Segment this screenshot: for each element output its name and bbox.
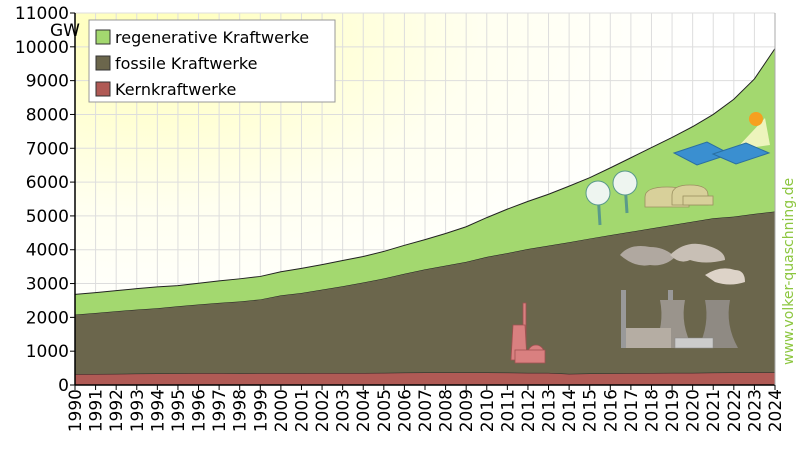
- area-outline: [74, 211, 776, 316]
- x-tick-label: 2004: [354, 389, 374, 432]
- y-tick-label: 3000: [26, 275, 69, 295]
- y-tick-label: 5000: [26, 207, 69, 227]
- x-tick-label: 1996: [190, 389, 210, 432]
- x-tick-label: 2011: [498, 389, 518, 432]
- wind-turbines-icon: [585, 170, 638, 226]
- x-tick-label: 2021: [704, 389, 724, 432]
- x-tick-label: 2016: [601, 389, 621, 432]
- x-tick-label: 2005: [375, 389, 395, 432]
- x-tick-label: 2002: [313, 389, 333, 432]
- x-tick-label: 1991: [87, 389, 107, 432]
- y-tick-label: 8000: [26, 105, 69, 125]
- watermark: www.volker-quaschning.de: [781, 178, 797, 365]
- legend-label: fossile Kraftwerke: [115, 54, 257, 73]
- legend-label: regenerative Kraftwerke: [115, 28, 309, 47]
- x-tick-label: 2010: [478, 389, 498, 432]
- x-tick-label: 2019: [663, 389, 683, 432]
- x-tick-label: 1995: [169, 389, 189, 432]
- legend-label: Kernkraftwerke: [115, 80, 236, 99]
- x-tick-label: 2024: [766, 389, 786, 432]
- x-tick-label: 2014: [560, 389, 580, 432]
- x-tick-label: 2020: [684, 389, 704, 432]
- legend-box: [88, 19, 336, 103]
- y-tick-label: 2000: [26, 308, 69, 328]
- legend: regenerative Kraftwerke fossile Kraftwerk…: [88, 19, 336, 103]
- x-tick-label: 2018: [642, 389, 662, 432]
- x-tick-label: 1994: [148, 389, 168, 432]
- legend-swatch: [95, 55, 111, 71]
- y-tick-label: 4000: [26, 241, 69, 261]
- x-tick-label: 2008: [437, 389, 457, 432]
- solar-panels-icon: [672, 112, 771, 166]
- legend-swatch: [95, 81, 111, 97]
- x-tick-label: 2022: [725, 389, 745, 432]
- y-tick-label: 11000: [15, 4, 69, 24]
- x-tick-label: 2012: [519, 389, 539, 432]
- illustrations: [510, 112, 771, 364]
- nuclear-power-plant-icon: [510, 302, 546, 364]
- y-tick-label: 0: [58, 376, 69, 396]
- x-tick-label: 2003: [334, 389, 354, 432]
- x-tick-label: 1997: [210, 389, 230, 432]
- x-tick-label: 2001: [292, 389, 312, 432]
- x-tick-label: 2023: [745, 389, 765, 432]
- legend-swatch: [95, 29, 111, 45]
- x-tick-label: 1990: [66, 389, 86, 432]
- coal-power-plant-icon: [620, 243, 745, 349]
- y-tick-label: 10000: [15, 38, 69, 58]
- y-tick-label: 6000: [26, 173, 69, 193]
- biogas-plant-icon: [644, 184, 714, 208]
- x-tick-label: 2006: [395, 389, 415, 432]
- x-tick-label: 2007: [416, 389, 436, 432]
- area-outline: [74, 48, 776, 295]
- x-tick-label: 2015: [581, 389, 601, 432]
- y-tick-label: 1000: [26, 342, 69, 362]
- x-tick-label: 2013: [540, 389, 560, 432]
- area-kernkraftwerke: [75, 372, 775, 385]
- x-tick-label: 1993: [128, 389, 148, 432]
- area-fossile-kraftwerke: [75, 211, 775, 375]
- axes: 0 1000 2000 3000 4000 5000 6000 7000 8000 9000 100…: [15, 4, 786, 432]
- x-tick-label: 2000: [272, 389, 292, 432]
- y-tick-label: 7000: [26, 139, 69, 159]
- x-tick-label: 1998: [231, 389, 251, 432]
- x-tick-label: 2017: [622, 389, 642, 432]
- x-tick-label: 1999: [251, 389, 271, 432]
- x-tick-label: 2009: [457, 389, 477, 432]
- x-tick-label: 1992: [107, 389, 127, 432]
- y-tick-label: 9000: [26, 72, 69, 92]
- y-unit-label: GW: [50, 21, 80, 41]
